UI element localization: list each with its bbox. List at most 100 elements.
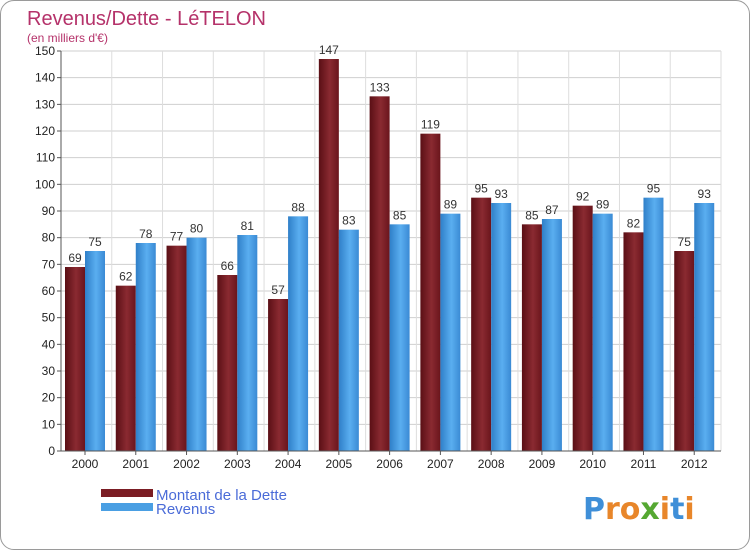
bar-revenus (389, 224, 410, 451)
y-tick-label: 110 (36, 151, 55, 165)
x-tick-label: 2000 (72, 457, 99, 471)
y-tick-label: 80 (42, 231, 56, 245)
bar-dette (166, 245, 187, 451)
legend-label-dette: Montant de la Dette (156, 487, 287, 504)
data-label: 95 (474, 182, 488, 196)
data-label: 82 (627, 216, 641, 230)
bar-revenus (643, 197, 664, 451)
y-tick-label: 150 (35, 44, 55, 58)
x-tick-label: 2007 (427, 457, 454, 471)
x-tick-label: 2009 (529, 457, 556, 471)
x-axis: 2000 2001 2002 2003 2004 2005 2006 2007 2008 2009… (61, 450, 721, 471)
data-label: 147 (319, 43, 339, 57)
x-tick-label: 2005 (325, 457, 352, 471)
data-label: 69 (68, 251, 82, 265)
y-tick-label: 100 (35, 177, 55, 191)
legend-swatch-revenus (101, 503, 153, 511)
logo-letter: t (670, 492, 684, 527)
bar-revenus (288, 216, 309, 451)
data-label: 81 (241, 219, 255, 233)
y-tick-label: 10 (42, 417, 56, 431)
bar-dette (115, 285, 136, 451)
x-tick-label: 2011 (631, 457, 657, 471)
logo-letter: o (620, 492, 641, 527)
logo-letter: P (583, 492, 605, 527)
logo-letter: x (640, 492, 659, 527)
data-label: 66 (221, 259, 235, 273)
bar-revenus (491, 203, 512, 451)
logo-letter: i (684, 492, 694, 527)
data-label: 95 (647, 182, 661, 196)
bar-dette (623, 232, 644, 451)
x-tick-label: 2010 (579, 457, 606, 471)
bar-revenus (186, 237, 207, 451)
y-tick-label: 90 (42, 204, 56, 218)
data-label: 75 (678, 235, 692, 249)
logo-letter: i (660, 492, 670, 527)
bar-dette (572, 205, 593, 451)
y-tick-label: 50 (42, 311, 56, 325)
y-tick-label: 20 (42, 391, 56, 405)
y-tick-label: 70 (42, 257, 56, 271)
y-tick-label: 120 (35, 124, 55, 138)
bar-revenus (338, 229, 359, 451)
data-label: 119 (421, 118, 440, 132)
data-label: 87 (545, 203, 559, 217)
proxiti-logo: Proxiti (583, 492, 695, 527)
x-tick-label: 2004 (275, 457, 302, 471)
bar-dette (420, 133, 441, 451)
bar-revenus (237, 235, 258, 451)
y-tick-label: 130 (35, 97, 55, 111)
legend-label-revenus: Revenus (156, 501, 215, 518)
data-labels: 69 75 62 78 77 80 66 81 57 88 147 83 133 85 119 89 95 93 8… (68, 43, 711, 297)
bar-revenus (694, 203, 715, 451)
bar-dette (674, 251, 695, 451)
data-label: 75 (88, 235, 102, 249)
x-tick-label: 2002 (173, 457, 200, 471)
x-tick-label: 2006 (376, 457, 403, 471)
y-tick-label: 60 (42, 284, 56, 298)
y-tick-label: 40 (42, 337, 56, 351)
data-label: 80 (190, 222, 204, 236)
data-label: 93 (698, 187, 712, 201)
x-tick-label: 2012 (681, 457, 708, 471)
data-label: 83 (342, 214, 356, 228)
data-label: 77 (170, 230, 184, 244)
data-label: 92 (576, 190, 590, 204)
bar-revenus (85, 251, 105, 451)
bar-dette (65, 267, 85, 451)
bar-revenus (135, 243, 156, 451)
data-label: 133 (370, 80, 390, 94)
logo-letter: r (605, 492, 620, 527)
bar-revenus (592, 213, 613, 451)
bar-revenus (541, 219, 562, 451)
legend-swatch-dette (101, 489, 153, 497)
data-label: 85 (393, 208, 407, 222)
data-label: 62 (119, 270, 133, 284)
x-tick-label: 2001 (122, 457, 149, 471)
chart-title: Revenus/Dette - LéTELON (27, 8, 266, 30)
data-label: 88 (291, 200, 305, 214)
bar-dette (217, 275, 238, 451)
data-label: 78 (139, 227, 153, 241)
data-label: 57 (271, 283, 285, 297)
x-tick-label: 2008 (478, 457, 505, 471)
y-tick-label: 0 (48, 444, 55, 458)
chart-subtitle: (en milliers d'€) (27, 31, 108, 45)
data-label: 89 (596, 198, 610, 212)
y-tick-label: 30 (42, 364, 56, 378)
data-label: 85 (525, 208, 539, 222)
bars (65, 59, 715, 451)
data-label: 93 (494, 187, 508, 201)
data-label: 89 (444, 198, 458, 212)
bar-dette (318, 59, 339, 451)
x-tick-label: 2003 (224, 457, 251, 471)
bar-dette (268, 299, 289, 451)
bar-dette (471, 197, 492, 451)
y-axis: 0 10 20 30 40 50 60 70 80 90 100 110 120 130 140 150 (35, 44, 62, 458)
bar-dette (369, 96, 390, 451)
y-tick-label: 140 (35, 71, 55, 85)
